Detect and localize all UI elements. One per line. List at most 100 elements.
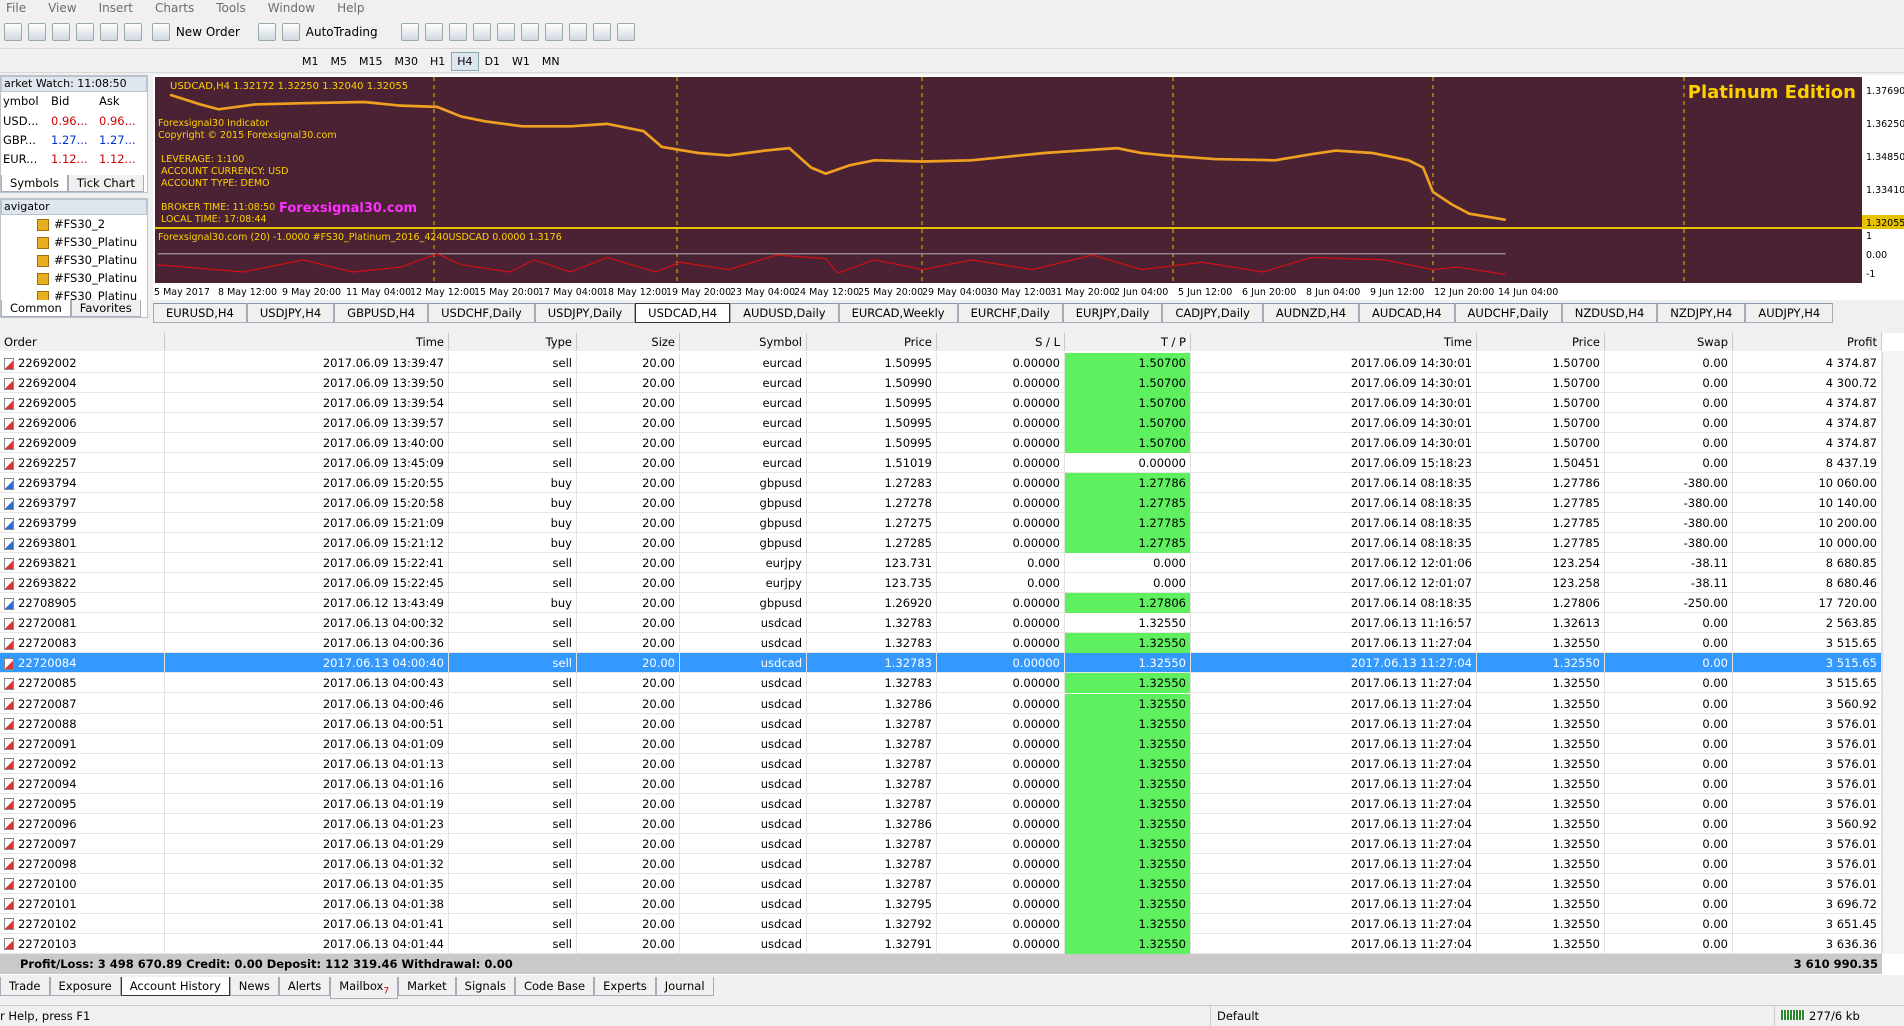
chart-tab[interactable]: NZDJPY,H4 bbox=[1657, 303, 1746, 323]
table-row[interactable]: 22693821 2017.06.09 15:22:41 sell 20.00 eurj… bbox=[0, 553, 1882, 574]
chart-tab[interactable]: AUDCAD,H4 bbox=[1359, 303, 1455, 323]
timeframe-button[interactable]: M1 bbox=[302, 55, 319, 68]
table-row[interactable]: 22720088 2017.06.13 04:00:51 sell 20.00 usdc… bbox=[0, 713, 1882, 734]
chart-tab[interactable]: EURCAD,Weekly bbox=[838, 303, 958, 323]
terminal-tab[interactable]: Mailbox7 bbox=[330, 977, 399, 1000]
column-header[interactable]: Symbol bbox=[680, 333, 807, 351]
menu-item[interactable]: Insert bbox=[98, 1, 133, 15]
column-header[interactable]: S / L bbox=[937, 333, 1065, 351]
table-row[interactable]: 22693797 2017.06.09 15:20:58 buy 20.00 gbpus… bbox=[0, 493, 1882, 514]
table-row[interactable]: 22692002 2017.06.09 13:39:47 sell 20.00 eurc… bbox=[0, 353, 1882, 373]
terminal-tab[interactable]: Code Base bbox=[514, 977, 595, 996]
table-row[interactable]: 22692009 2017.06.09 13:40:00 sell 20.00 eurc… bbox=[0, 433, 1882, 454]
table-row[interactable]: 22692257 2017.06.09 13:45:09 sell 20.00 eurc… bbox=[0, 453, 1882, 474]
symbol[interactable]: EUR... bbox=[3, 152, 38, 166]
terminal-tab[interactable]: Journal bbox=[655, 977, 714, 996]
chart-tab[interactable]: EURJPY,Daily bbox=[1062, 303, 1163, 323]
terminal-tab[interactable]: Trade bbox=[0, 977, 50, 996]
chart-tab[interactable]: NZDUSD,H4 bbox=[1561, 303, 1658, 323]
chart-tab[interactable]: USDJPY,H4 bbox=[246, 303, 335, 323]
terminal-tab[interactable]: Signals bbox=[455, 977, 515, 996]
timeframe-button[interactable]: MN bbox=[541, 55, 560, 68]
timeframe-button[interactable]: M5 bbox=[330, 55, 348, 68]
table-row[interactable]: 22720102 2017.06.13 04:01:41 sell 20.00 usdc… bbox=[0, 913, 1882, 934]
menu-item[interactable]: File bbox=[6, 1, 27, 15]
column-header[interactable]: Time bbox=[165, 333, 449, 351]
terminal-tab[interactable]: Alerts bbox=[278, 977, 331, 996]
table-row[interactable]: 22692004 2017.06.09 13:39:50 sell 20.00 eurc… bbox=[0, 373, 1882, 394]
column-header[interactable]: Time bbox=[1191, 333, 1477, 351]
autotrading-button[interactable]: AutoTrading bbox=[305, 24, 378, 39]
menu-item[interactable]: View bbox=[48, 1, 77, 15]
timeframe-button[interactable]: M15 bbox=[359, 55, 383, 68]
chart-tab[interactable]: USDJPY,Daily bbox=[534, 303, 636, 323]
symbol[interactable]: USD... bbox=[3, 114, 39, 128]
navigator-item[interactable]: #FS30_Platinu bbox=[37, 233, 147, 251]
chart-tab[interactable]: USDCAD,H4 bbox=[635, 303, 731, 323]
timeframe-button[interactable]: W1 bbox=[512, 55, 530, 68]
table-row[interactable]: 22720098 2017.06.13 04:01:32 sell 20.00 usdc… bbox=[0, 853, 1882, 874]
table-row[interactable]: 22693801 2017.06.09 15:21:12 buy 20.00 gbpus… bbox=[0, 533, 1882, 554]
menu-item[interactable]: Tools bbox=[216, 1, 246, 15]
column-header[interactable]: Type bbox=[449, 333, 577, 351]
column-header[interactable]: T / P bbox=[1065, 333, 1191, 351]
table-row[interactable]: 22720101 2017.06.13 04:01:38 sell 20.00 usdc… bbox=[0, 893, 1882, 914]
table-row[interactable]: 22720103 2017.06.13 04:01:44 sell 20.00 usdc… bbox=[0, 933, 1882, 954]
table-row[interactable]: 22693822 2017.06.09 15:22:45 sell 20.00 eurj… bbox=[0, 573, 1882, 594]
table-row[interactable]: 22720081 2017.06.13 04:00:32 sell 20.00 usdc… bbox=[0, 613, 1882, 634]
column-header[interactable]: Profit bbox=[1733, 333, 1882, 351]
panel-tab[interactable]: Symbols bbox=[1, 175, 68, 192]
table-row[interactable]: 22720096 2017.06.13 04:01:23 sell 20.00 usdc… bbox=[0, 813, 1882, 834]
terminal-tab[interactable]: News bbox=[229, 977, 279, 996]
chart-tab[interactable]: AUDUSD,Daily bbox=[730, 303, 839, 323]
table-row[interactable]: 22720100 2017.06.13 04:01:35 sell 20.00 usdc… bbox=[0, 873, 1882, 894]
terminal-tab[interactable]: Experts bbox=[594, 977, 656, 996]
panel-tab[interactable]: Favorites bbox=[70, 300, 141, 317]
table-row[interactable]: 22720085 2017.06.13 04:00:43 sell 20.00 usdc… bbox=[0, 673, 1882, 694]
table-row[interactable]: 22693799 2017.06.09 15:21:09 buy 20.00 gbpus… bbox=[0, 513, 1882, 534]
menu-item[interactable]: Charts bbox=[155, 1, 195, 15]
navigator-item[interactable]: #FS30_Platinu bbox=[37, 269, 147, 287]
table-row[interactable]: 22692006 2017.06.09 13:39:57 sell 20.00 eurc… bbox=[0, 413, 1882, 434]
table-row[interactable]: 22693794 2017.06.09 15:20:55 buy 20.00 gbpus… bbox=[0, 473, 1882, 494]
timeframe-button[interactable]: M30 bbox=[394, 55, 419, 68]
panel-tab[interactable]: Common bbox=[1, 300, 71, 317]
terminal-tab[interactable]: Exposure bbox=[49, 977, 121, 996]
table-row[interactable]: 22720097 2017.06.13 04:01:29 sell 20.00 usdc… bbox=[0, 833, 1882, 854]
chart-tab[interactable]: AUDCHF,Daily bbox=[1454, 303, 1562, 323]
menu-item[interactable]: Window bbox=[267, 1, 316, 15]
chart-tab[interactable]: USDCHF,Daily bbox=[428, 303, 535, 323]
table-row[interactable]: 22720091 2017.06.13 04:01:09 sell 20.00 usdc… bbox=[0, 733, 1882, 754]
column-header[interactable]: Order bbox=[0, 333, 165, 351]
column-header[interactable]: Price bbox=[807, 333, 937, 351]
terminal-tab[interactable]: Account History bbox=[120, 977, 230, 996]
chart-tab[interactable]: CADJPY,Daily bbox=[1162, 303, 1263, 323]
timeframe-button[interactable]: H4 bbox=[451, 52, 479, 71]
navigator-item[interactable]: #FS30_Platinu bbox=[37, 251, 147, 269]
timeframe-button[interactable]: H1 bbox=[430, 55, 446, 68]
table-row[interactable]: 22720095 2017.06.13 04:01:19 sell 20.00 usdc… bbox=[0, 793, 1882, 814]
column-header[interactable]: Price bbox=[1477, 333, 1605, 351]
chart-tab[interactable]: EURUSD,H4 bbox=[153, 303, 247, 323]
table-row[interactable]: 22692005 2017.06.09 13:39:54 sell 20.00 eurc… bbox=[0, 393, 1882, 414]
timeframe-button[interactable]: D1 bbox=[484, 55, 501, 68]
table-row[interactable]: 22720092 2017.06.13 04:01:13 sell 20.00 usdc… bbox=[0, 753, 1882, 774]
table-row[interactable]: 22720087 2017.06.13 04:00:46 sell 20.00 usdc… bbox=[0, 693, 1882, 714]
chart-tab[interactable]: EURCHF,Daily bbox=[957, 303, 1063, 323]
table-row[interactable]: 22720084 2017.06.13 04:00:40 sell 20.00 usdc… bbox=[0, 653, 1882, 674]
scrollbar[interactable] bbox=[1882, 351, 1904, 954]
chart-tab[interactable]: AUDJPY,H4 bbox=[1745, 303, 1834, 323]
navigator-item[interactable]: #FS30_2 bbox=[37, 215, 147, 233]
table-row[interactable]: 22720094 2017.06.13 04:01:16 sell 20.00 usdc… bbox=[0, 773, 1882, 794]
panel-tab[interactable]: Tick Chart bbox=[67, 175, 144, 192]
new-order-button[interactable]: New Order bbox=[175, 24, 240, 39]
terminal-tab[interactable]: Market bbox=[398, 977, 456, 996]
menu-item[interactable]: Help bbox=[337, 1, 365, 15]
chart-tab[interactable]: GBPUSD,H4 bbox=[334, 303, 429, 323]
chart-tab[interactable]: AUDNZD,H4 bbox=[1262, 303, 1360, 323]
column-header[interactable]: Swap bbox=[1605, 333, 1733, 351]
table-row[interactable]: 22720083 2017.06.13 04:00:36 sell 20.00 usdc… bbox=[0, 633, 1882, 654]
table-row[interactable]: 22708905 2017.06.12 13:43:49 buy 20.00 gbpus… bbox=[0, 593, 1882, 614]
column-header[interactable]: Size bbox=[577, 333, 680, 351]
symbol[interactable]: GBP... bbox=[3, 133, 36, 147]
